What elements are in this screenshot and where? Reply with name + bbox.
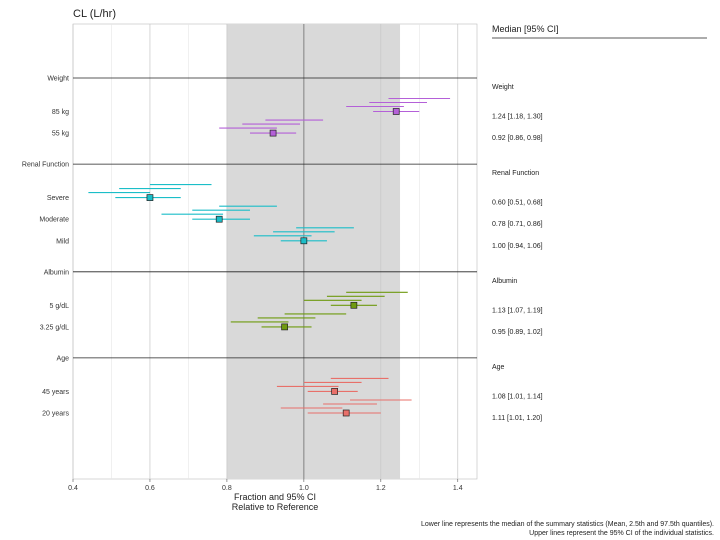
x-axis-label: Fraction and 95% CI xyxy=(234,492,316,502)
table-rows: Weight 1.24 [1.18, 1.30] 0.92 [0.86, 0.98]… xyxy=(492,84,543,422)
level-label: 55 kg xyxy=(52,131,69,138)
table-group-label: Renal Function xyxy=(492,170,539,177)
table-ci-value: 0.95 [0.89, 1.02] xyxy=(492,329,543,336)
x-tick-label: 0.8 xyxy=(222,485,232,492)
reference-band xyxy=(226,24,401,479)
y-axis-labels: Weight 85 kg 55 kg Renal Function Severe Mode… xyxy=(22,76,70,418)
footnote-line-1: Lower line represents the median of the … xyxy=(421,521,714,528)
median-point xyxy=(350,301,358,309)
group-label: Renal Function xyxy=(22,162,69,169)
median-point xyxy=(300,237,308,245)
level-label: 3.25 g/dL xyxy=(40,324,69,331)
table-ci-value: 1.11 [1.01, 1.20] xyxy=(492,415,542,422)
ci-table: Median [95% CI] Weight 1.24 [1.18, 1.30] 0… xyxy=(492,24,707,422)
chart-title: CL (L/hr) xyxy=(73,8,116,20)
x-tick-label: 1.4 xyxy=(453,485,463,492)
level-label: Severe xyxy=(47,195,69,202)
table-ci-value: 1.00 [0.94, 1.06] xyxy=(492,243,543,250)
x-tick-label: 0.6 xyxy=(145,485,155,492)
group-label: Weight xyxy=(47,76,69,83)
level-label: 20 years xyxy=(42,411,69,418)
median-point xyxy=(215,215,223,223)
data-marks xyxy=(88,97,451,417)
table-ci-value: 1.08 [1.01, 1.14] xyxy=(492,393,543,400)
table-ci-value: 1.13 [1.07, 1.19] xyxy=(492,307,543,314)
level-label: Moderate xyxy=(39,217,69,224)
group-separators xyxy=(73,77,477,359)
level-label: 45 years xyxy=(42,389,69,396)
median-point xyxy=(392,108,400,115)
table-ci-value: 0.78 [0.71, 0.86] xyxy=(492,221,543,228)
median-point xyxy=(331,388,338,395)
median-point xyxy=(281,323,288,331)
group-label: Age xyxy=(57,355,70,362)
x-tick-label: 0.4 xyxy=(68,485,78,492)
table-header: Median [95% CI] xyxy=(492,24,559,34)
x-tick-label: 1.0 xyxy=(299,485,309,492)
x-tick-label: 1.2 xyxy=(376,485,386,492)
x-axis: 0.4 0.6 0.8 1.0 1.2 1.4 xyxy=(68,479,463,492)
table-group-label: Age xyxy=(492,364,505,371)
median-point xyxy=(342,409,350,417)
table-ci-value: 1.24 [1.18, 1.30] xyxy=(492,114,543,121)
level-label: 5 g/dL xyxy=(50,303,70,310)
median-point xyxy=(146,194,154,201)
table-group-label: Albumin xyxy=(492,278,517,285)
table-ci-value: 0.60 [0.51, 0.68] xyxy=(492,200,543,207)
group-label: Albumin xyxy=(44,269,69,276)
x-axis-sublabel: Relative to Reference xyxy=(232,502,319,512)
table-group-label: Weight xyxy=(492,84,514,91)
footnote-line-2: Upper lines represent the 95% CI of the … xyxy=(529,530,714,537)
level-label: Mild xyxy=(56,238,69,245)
plot-area xyxy=(72,23,478,480)
level-label: 85 kg xyxy=(52,109,69,116)
median-point xyxy=(269,129,277,137)
table-ci-value: 0.92 [0.86, 0.98] xyxy=(492,135,543,142)
